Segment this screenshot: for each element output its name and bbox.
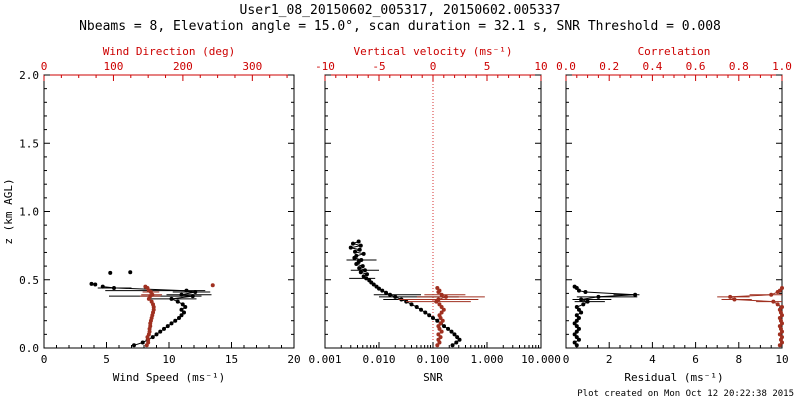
- svg-text:0: 0: [41, 60, 48, 73]
- svg-text:1.0: 1.0: [19, 206, 39, 219]
- svg-text:Vertical velocity (ms⁻¹): Vertical velocity (ms⁻¹): [354, 45, 513, 58]
- svg-text:1.000: 1.000: [470, 353, 503, 366]
- svg-text:2.0: 2.0: [19, 69, 39, 82]
- svg-text:Wind Direction (deg): Wind Direction (deg): [103, 45, 235, 58]
- svg-text:0.0: 0.0: [19, 342, 39, 355]
- svg-text:Wind Speed (ms⁻¹): Wind Speed (ms⁻¹): [113, 371, 226, 384]
- svg-text:0: 0: [563, 353, 570, 366]
- svg-text:200: 200: [173, 60, 193, 73]
- svg-text:0.2: 0.2: [599, 60, 619, 73]
- svg-text:10.000: 10.000: [521, 353, 561, 366]
- svg-text:20: 20: [287, 353, 300, 366]
- svg-text:0.5: 0.5: [19, 274, 39, 287]
- svg-text:-5: -5: [372, 60, 385, 73]
- plot-title: User1_08_20150602_005317, 20150602.00533…: [239, 3, 561, 18]
- svg-text:1.5: 1.5: [19, 137, 39, 150]
- svg-text:10: 10: [775, 353, 788, 366]
- svg-text:0.010: 0.010: [362, 353, 395, 366]
- svg-text:15: 15: [225, 353, 238, 366]
- svg-text:0.4: 0.4: [642, 60, 662, 73]
- plot-subtitle: Nbeams = 8, Elevation angle = 15.0°, sca…: [79, 19, 721, 34]
- svg-text:0.8: 0.8: [729, 60, 749, 73]
- svg-text:5: 5: [484, 60, 491, 73]
- svg-text:SNR: SNR: [423, 371, 443, 384]
- svg-text:2: 2: [606, 353, 613, 366]
- svg-text:-10: -10: [315, 60, 335, 73]
- svg-text:0.001: 0.001: [308, 353, 341, 366]
- svg-text:Correlation: Correlation: [638, 45, 711, 58]
- svg-text:0.100: 0.100: [416, 353, 449, 366]
- svg-text:10: 10: [534, 60, 547, 73]
- plot-created-timestamp: Plot created on Mon Oct 12 20:22:38 2015: [577, 389, 794, 399]
- svg-text:0.0: 0.0: [556, 60, 576, 73]
- svg-text:4: 4: [649, 353, 656, 366]
- svg-text:10: 10: [162, 353, 175, 366]
- svg-text:6: 6: [692, 353, 699, 366]
- svg-text:0: 0: [430, 60, 437, 73]
- svg-text:z (km AGL): z (km AGL): [2, 178, 15, 244]
- svg-text:100: 100: [104, 60, 124, 73]
- svg-text:8: 8: [735, 353, 742, 366]
- svg-text:300: 300: [242, 60, 262, 73]
- svg-text:Residual (ms⁻¹): Residual (ms⁻¹): [624, 371, 723, 384]
- svg-text:0: 0: [41, 353, 48, 366]
- svg-text:5: 5: [103, 353, 110, 366]
- svg-text:1.0: 1.0: [772, 60, 792, 73]
- svg-text:0.6: 0.6: [686, 60, 706, 73]
